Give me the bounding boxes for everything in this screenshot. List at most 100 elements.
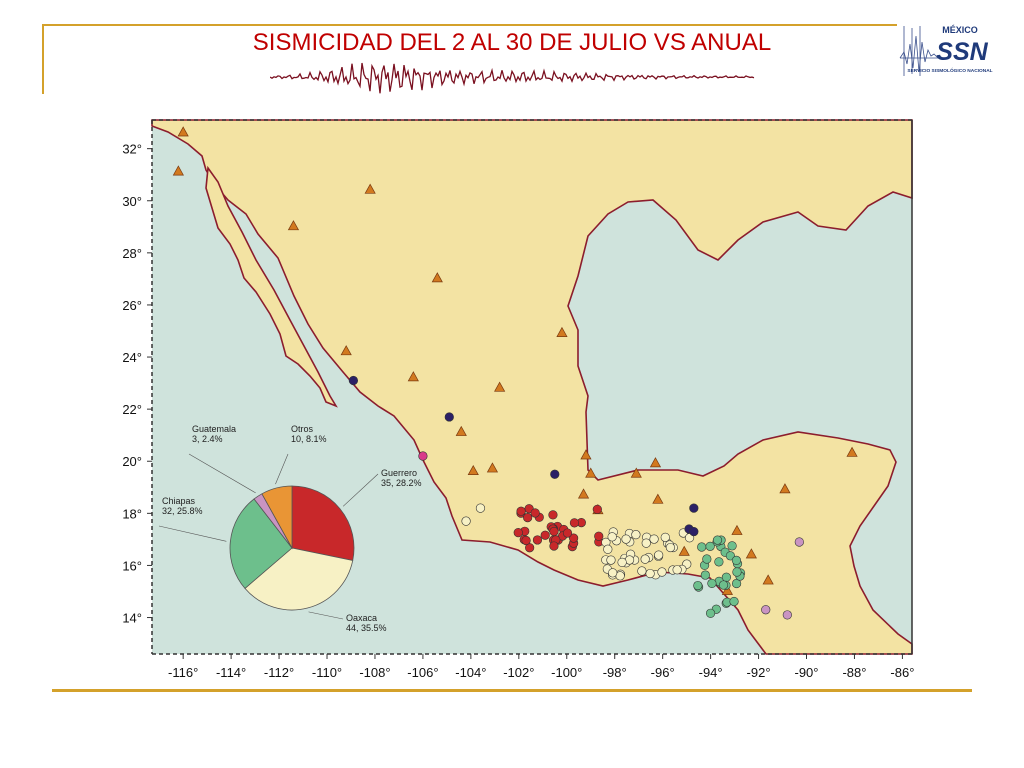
volcano-icon bbox=[172, 165, 184, 176]
seismogram-icon bbox=[270, 62, 755, 94]
epicenter-icon bbox=[562, 528, 573, 538]
volcano-icon bbox=[762, 574, 774, 585]
pie-slice-chiapas bbox=[229, 498, 293, 589]
epicenter-icon bbox=[731, 555, 742, 565]
volcano-icon bbox=[556, 326, 568, 337]
pie-value-otros: 10, 8.1% bbox=[291, 434, 327, 444]
epicenter-icon bbox=[348, 375, 358, 386]
pie-slice-guerrero bbox=[291, 485, 355, 561]
pie-label-chiapas: Chiapas bbox=[162, 496, 196, 506]
epicenter-icon bbox=[727, 541, 737, 551]
map-canvas: -116° -114° -112° -110° -108° -106° -104° -102°… bbox=[122, 119, 914, 680]
lon-tick-label: -108° bbox=[359, 665, 390, 680]
lat-tick-label: 30° bbox=[122, 194, 142, 209]
epicenter-icon bbox=[637, 566, 647, 576]
epicenter-icon bbox=[693, 580, 703, 591]
epicenter-icon bbox=[660, 532, 670, 542]
lon-tick-label: -106° bbox=[407, 665, 438, 680]
baja-california-peninsula bbox=[205, 165, 338, 408]
lon-tick-label: -110° bbox=[312, 665, 342, 680]
lon-tick-label: -116° bbox=[168, 665, 198, 680]
pie-label-guerrero: Guerrero bbox=[381, 468, 417, 478]
epicenter-icon bbox=[521, 535, 531, 546]
lon-tick-label: -88° bbox=[842, 665, 866, 680]
volcano-icon bbox=[177, 126, 189, 137]
lon-tick-label: -94° bbox=[699, 665, 723, 680]
epicenter-icon bbox=[640, 554, 650, 564]
ssn-logo: MÉXICO SSN SERVICIO SISMOLÓGICO NACIONAL bbox=[899, 25, 993, 76]
epicenter-icon bbox=[513, 528, 523, 538]
epicenter-icon bbox=[700, 570, 710, 580]
epicenter-icon bbox=[475, 503, 486, 513]
volcano-icon bbox=[431, 272, 443, 283]
volcano-icon bbox=[630, 467, 642, 478]
epicenter-icon bbox=[731, 578, 742, 589]
latitude-axis: 14° 16° 18° 20° 22° 24° 26° 28° 30° 32° bbox=[122, 142, 152, 626]
epicenter-icon bbox=[631, 530, 641, 540]
logo-country-text: MÉXICO bbox=[942, 25, 978, 35]
epicenter-icon bbox=[608, 568, 618, 578]
epicenter-icon bbox=[516, 506, 526, 516]
pie-leader-line bbox=[342, 473, 379, 507]
volcano-icon bbox=[455, 425, 467, 436]
lat-tick-label: 22° bbox=[122, 402, 142, 417]
epicenter-icon bbox=[550, 469, 560, 479]
epicenter-icon bbox=[549, 526, 559, 537]
seismicity-map: -116° -114° -112° -110° -108° -106° -104° -102°… bbox=[98, 110, 938, 690]
epicenter-icon bbox=[461, 516, 471, 526]
pie-leader-line bbox=[158, 525, 227, 542]
epicenter-icon bbox=[689, 503, 699, 513]
lon-tick-label: -98° bbox=[603, 665, 627, 680]
volcano-icon bbox=[287, 220, 300, 231]
epicenter-icon bbox=[672, 565, 682, 575]
epicenter-icon bbox=[607, 532, 617, 542]
pie-value-chiapas: 32, 25.8% bbox=[162, 506, 203, 516]
lon-tick-label: -86° bbox=[890, 665, 914, 680]
epicenter-icon bbox=[665, 542, 676, 553]
epicenter-icon bbox=[603, 544, 613, 554]
epicenter-icon bbox=[714, 557, 724, 567]
pie-value-oaxaca: 44, 35.5% bbox=[346, 623, 387, 633]
lat-tick-label: 16° bbox=[122, 558, 142, 573]
epicenter-icon bbox=[689, 526, 699, 537]
pie-slice-otros bbox=[261, 485, 293, 550]
lat-tick-label: 18° bbox=[122, 506, 142, 521]
epicenter-icon bbox=[697, 542, 707, 552]
lon-tick-label: -104° bbox=[455, 665, 486, 680]
epicenter-icon bbox=[794, 537, 804, 547]
epicenter-icon bbox=[525, 543, 535, 553]
epicenter-icon bbox=[594, 531, 604, 541]
lon-tick-label: -92° bbox=[747, 665, 771, 680]
volcano-icon bbox=[364, 183, 376, 194]
volcano-icon bbox=[580, 449, 592, 460]
pie-value-guatemala: 3, 2.4% bbox=[192, 434, 223, 444]
volcano-icon bbox=[486, 462, 499, 473]
volcano-icon bbox=[652, 493, 664, 504]
pie-label-oaxaca: Oaxaca bbox=[346, 613, 377, 623]
epicenter-icon bbox=[621, 534, 631, 544]
epicenter-icon bbox=[702, 554, 712, 564]
epicenter-icon bbox=[444, 412, 454, 422]
epicenter-icon bbox=[549, 541, 559, 551]
epicenter-icon bbox=[592, 504, 602, 514]
epicenter-icon bbox=[657, 567, 667, 577]
volcano-icon bbox=[846, 446, 858, 457]
epicenter-icon bbox=[641, 538, 651, 548]
lon-tick-label: -102° bbox=[503, 665, 534, 680]
volcano-icon bbox=[585, 467, 597, 478]
lon-tick-label: -96° bbox=[651, 665, 675, 680]
lon-tick-label: -100° bbox=[551, 665, 582, 680]
lat-tick-label: 14° bbox=[122, 611, 142, 626]
volcano-icon bbox=[745, 548, 757, 559]
lat-tick-label: 32° bbox=[122, 142, 142, 157]
lat-tick-label: 26° bbox=[122, 298, 142, 313]
pie-leader-line bbox=[308, 611, 344, 620]
epicenter-icon bbox=[729, 596, 739, 607]
epicenter-icon bbox=[645, 568, 655, 579]
frame-top-rule bbox=[42, 24, 897, 26]
epicenter-icon bbox=[718, 580, 729, 590]
epicenter-icon bbox=[523, 512, 533, 523]
volcano-icon bbox=[467, 464, 479, 476]
lat-tick-label: 28° bbox=[122, 246, 142, 261]
